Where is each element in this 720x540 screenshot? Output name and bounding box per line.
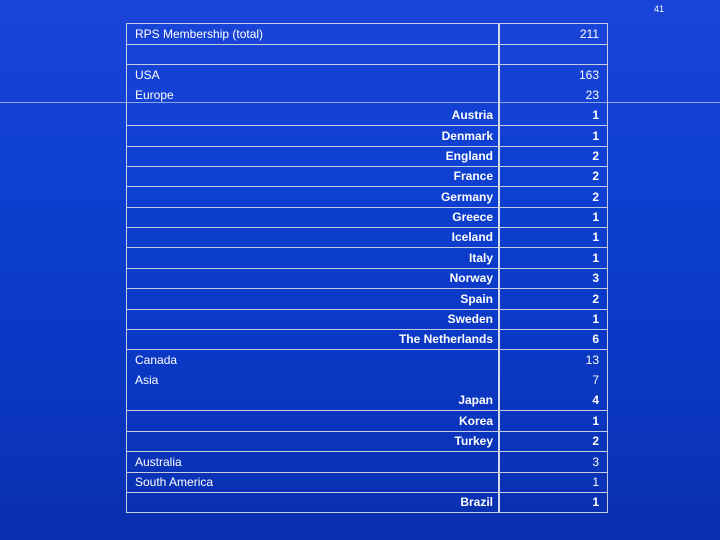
member-count: 1 <box>592 108 599 122</box>
table-row: Canada 13 <box>127 350 607 370</box>
table-row: France 2 <box>127 166 607 187</box>
table-row: Iceland 1 <box>127 227 607 248</box>
country-label: Korea <box>458 414 493 428</box>
country-label: Greece <box>452 210 493 224</box>
member-count: 1 <box>592 210 599 224</box>
member-count: 2 <box>592 190 599 204</box>
table-row: Germany 2 <box>127 187 607 208</box>
country-label: Turkey <box>454 434 493 448</box>
member-count: 1 <box>592 312 599 326</box>
table-row: Australia 3 <box>127 452 607 473</box>
table-row: Sweden 1 <box>127 309 607 330</box>
member-count: 1 <box>592 495 599 509</box>
country-label: England <box>445 149 493 163</box>
membership-table: RPS Membership (total) 211 USA 163 Europe 23 A… <box>126 23 608 513</box>
table-row: Italy 1 <box>127 248 607 269</box>
table-row: RPS Membership (total) 211 <box>127 24 607 45</box>
member-count: 2 <box>592 169 599 183</box>
member-count: 2 <box>592 149 599 163</box>
country-label: France <box>453 169 493 183</box>
header-divider <box>0 102 720 103</box>
member-count: 211 <box>579 27 599 41</box>
country-label: Austria <box>451 108 493 122</box>
region-label: RPS Membership (total) <box>135 27 264 41</box>
table-row: Norway 3 <box>127 268 607 289</box>
member-count: 1 <box>592 414 599 428</box>
table-row: Brazil 1 <box>127 492 607 512</box>
region-label: Canada <box>135 353 178 367</box>
slide-number: 41 <box>653 4 664 14</box>
table-row: England 2 <box>127 146 607 167</box>
table-row: The Netherlands 6 <box>127 329 607 350</box>
member-count: 4 <box>592 393 599 407</box>
region-label: Australia <box>135 455 182 469</box>
member-count: 3 <box>592 271 599 285</box>
member-count: 1 <box>592 475 599 489</box>
member-count: 2 <box>592 434 599 448</box>
country-label: Sweden <box>447 312 493 326</box>
country-label: Japan <box>458 393 493 407</box>
member-count: 1 <box>592 230 599 244</box>
table-row: South America 1 <box>127 472 607 493</box>
table-row: USA 163 <box>127 65 607 85</box>
country-label: Brazil <box>460 495 493 509</box>
table-row: Austria 1 <box>127 105 607 126</box>
table-row: Japan 4 <box>127 390 607 411</box>
table-row: Turkey 2 <box>127 431 607 452</box>
member-count: 6 <box>592 332 599 346</box>
region-label: USA <box>135 68 160 82</box>
region-label: Asia <box>135 373 159 387</box>
table-row: Greece 1 <box>127 207 607 228</box>
member-count: 23 <box>585 88 599 102</box>
region-label: Europe <box>135 88 174 102</box>
member-count: 2 <box>592 292 599 306</box>
country-label: Denmark <box>441 129 493 143</box>
region-label: South America <box>135 475 214 489</box>
table-row: Europe 23 <box>127 85 607 105</box>
member-count: 3 <box>592 455 599 469</box>
table-row: Spain 2 <box>127 289 607 310</box>
country-label: The Netherlands <box>398 332 493 346</box>
table-row <box>127 44 607 65</box>
member-count: 13 <box>585 353 599 367</box>
country-label: Spain <box>460 292 493 306</box>
table-row: Denmark 1 <box>127 126 607 147</box>
member-count: 7 <box>592 373 599 387</box>
country-label: Iceland <box>451 230 493 244</box>
member-count: 163 <box>578 68 599 82</box>
table-row: Korea 1 <box>127 411 607 432</box>
member-count: 1 <box>592 251 599 265</box>
country-label: Germany <box>440 190 493 204</box>
country-label: Norway <box>449 271 493 285</box>
country-label: Italy <box>468 251 493 265</box>
member-count: 1 <box>592 129 599 143</box>
table-row: Asia 7 <box>127 370 607 390</box>
